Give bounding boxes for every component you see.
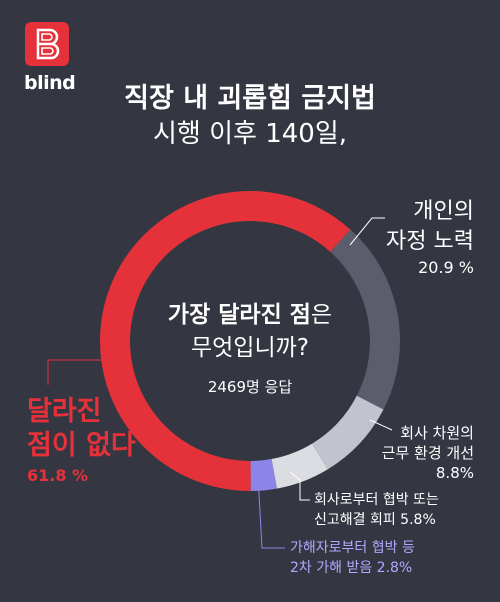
leader-no-change xyxy=(47,359,130,385)
brand-name: blind xyxy=(24,72,76,94)
respondent-count: 2469명 응답 xyxy=(207,378,293,396)
leader-self-effort xyxy=(349,217,385,246)
slice-company-threat xyxy=(271,443,328,489)
label-self-effort-line1: 개인의 xyxy=(413,199,474,224)
center-question-bold: 가장 달라진 점 xyxy=(167,302,311,328)
label-no-change-line2: 점이 없다 xyxy=(27,430,136,461)
donut-slices xyxy=(99,191,400,491)
label-no-change-line1: 달라진 xyxy=(27,396,102,427)
label-perpetrator-threat: 가해자로부터 협박 등 2차 가해 받음 2.8% xyxy=(290,538,415,578)
label-company-threat-line1: 회사로부터 협박 또는 xyxy=(314,492,439,508)
slice-self-effort xyxy=(330,229,400,410)
center-question-line2: 무엇입니까? xyxy=(190,335,309,361)
center-question-line1: 가장 달라진 점은 xyxy=(100,295,400,329)
leader-company-threat xyxy=(289,471,310,501)
label-company-env-pct: 8.8% xyxy=(435,464,474,482)
slice-no-change xyxy=(99,191,351,491)
label-company-threat: 회사로부터 협박 또는 신고해결 회피 5.8% xyxy=(314,490,439,530)
label-perpetrator-threat-line1: 가해자로부터 협박 등 xyxy=(290,540,415,556)
label-no-change-pct: 61.8 % xyxy=(27,466,89,485)
page-subtitle: 시행 이후 140일, xyxy=(152,119,348,149)
leader-perpetrator-threat xyxy=(257,475,285,549)
label-leaders xyxy=(47,217,393,549)
label-company-env-line2: 근무 환경 개선 xyxy=(381,444,474,462)
center-question-rest: 은 xyxy=(310,302,333,328)
label-self-effort: 개인의 자정 노력 20.9 % xyxy=(386,197,474,279)
label-company-threat-line2: 신고해결 회피 5.8% xyxy=(314,512,436,528)
blind-logo-mark xyxy=(36,28,60,60)
label-self-effort-pct: 20.9 % xyxy=(418,258,474,277)
label-company-env: 회사 차원의 근무 환경 개선 8.8% xyxy=(382,423,474,483)
label-company-env-line1: 회사 차원의 xyxy=(400,424,474,442)
label-perpetrator-threat-line2: 2차 가해 받음 2.8% xyxy=(290,560,413,576)
slice-perpetrator-threat xyxy=(250,459,277,491)
slice-company-env xyxy=(312,395,384,470)
label-no-change: 달라진 점이 없다 61.8 % xyxy=(27,395,136,489)
blind-logo xyxy=(25,22,69,66)
leader-company-env xyxy=(369,419,393,431)
page-title: 직장 내 괴롭힘 금지법 xyxy=(124,83,376,114)
label-self-effort-line2: 자정 노력 xyxy=(386,229,474,254)
